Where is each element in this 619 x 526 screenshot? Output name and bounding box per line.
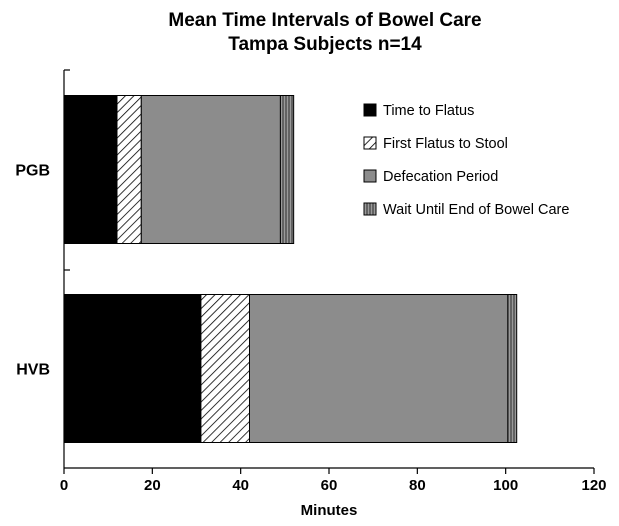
legend-label: Time to Flatus <box>383 103 474 119</box>
bar-segment <box>63 294 202 443</box>
x-axis-label: Minutes <box>301 502 358 519</box>
bar-segment <box>140 95 281 244</box>
legend-label: Defecation Period <box>383 169 498 185</box>
x-tick-label: 40 <box>232 477 249 494</box>
bars-layer <box>63 95 518 443</box>
x-tick-label: 100 <box>493 477 518 494</box>
bar-segment <box>507 294 518 443</box>
legend-label: Wait Until End of Bowel Care <box>383 202 569 218</box>
legend-swatch <box>363 136 377 150</box>
x-tick-label: 120 <box>581 477 606 494</box>
category-label: HVB <box>16 362 50 379</box>
chart-title: Mean Time Intervals of Bowel Care <box>168 10 481 31</box>
legend: Time to Flatus First Flatus to Stool Defec… <box>363 103 569 218</box>
legend-label: First Flatus to Stool <box>383 136 508 152</box>
x-tick-label: 0 <box>60 477 68 494</box>
bar-segment <box>200 294 251 443</box>
bar-segment <box>116 95 142 244</box>
legend-swatch <box>363 169 377 183</box>
bar-segment <box>249 294 509 443</box>
x-tick-label: 60 <box>321 477 338 494</box>
category-labels: PGB HVB <box>15 163 50 379</box>
legend-swatch <box>363 103 377 117</box>
x-tick-label: 20 <box>144 477 161 494</box>
bar-segment <box>63 95 118 244</box>
legend-swatch <box>363 202 377 216</box>
x-tick-label: 80 <box>409 477 426 494</box>
category-label: PGB <box>15 163 50 180</box>
bar-segment <box>279 95 295 244</box>
x-ticks: 0 20 40 60 80 100 120 <box>60 468 607 494</box>
chart-subtitle: Tampa Subjects n=14 <box>228 34 422 55</box>
